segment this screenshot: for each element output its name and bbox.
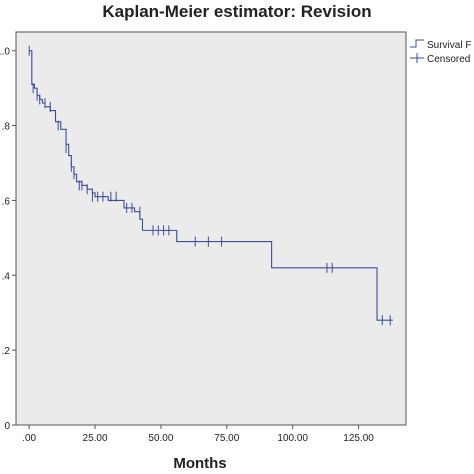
y-tick-label: .6	[2, 196, 11, 207]
x-tick-label: 75.00	[214, 433, 239, 444]
chart-title: Kaplan-Meier estimator: Revision	[102, 2, 372, 21]
x-tick-label: 50.00	[148, 433, 173, 444]
y-tick-label: .4	[2, 271, 11, 282]
legend-item-label: Survival F	[427, 40, 471, 51]
y-tick-label: 1.0	[0, 47, 10, 58]
y-tick-label: .2	[2, 346, 11, 357]
series-layer	[28, 45, 393, 326]
x-axis-label: Months	[173, 455, 227, 472]
y-axis: 0 .2 .4 .6 .8 1.0	[0, 47, 16, 432]
x-tick-label: 25.00	[83, 433, 108, 444]
y-tick-label: 0	[4, 421, 10, 432]
y-tick-label: .8	[2, 122, 11, 133]
x-tick-label: .00	[22, 433, 36, 444]
plot-area	[15, 31, 407, 426]
x-tick-label: 125.00	[343, 433, 374, 444]
x-axis: .00 25.00 50.00 75.00 100.00 125.00	[22, 425, 374, 444]
legend-step-icon	[410, 39, 424, 48]
legend: Survival F Censored	[410, 39, 471, 65]
legend-item-label: Censored	[427, 54, 470, 65]
x-tick-label: 100.00	[277, 433, 308, 444]
survival-curve	[29, 50, 393, 321]
